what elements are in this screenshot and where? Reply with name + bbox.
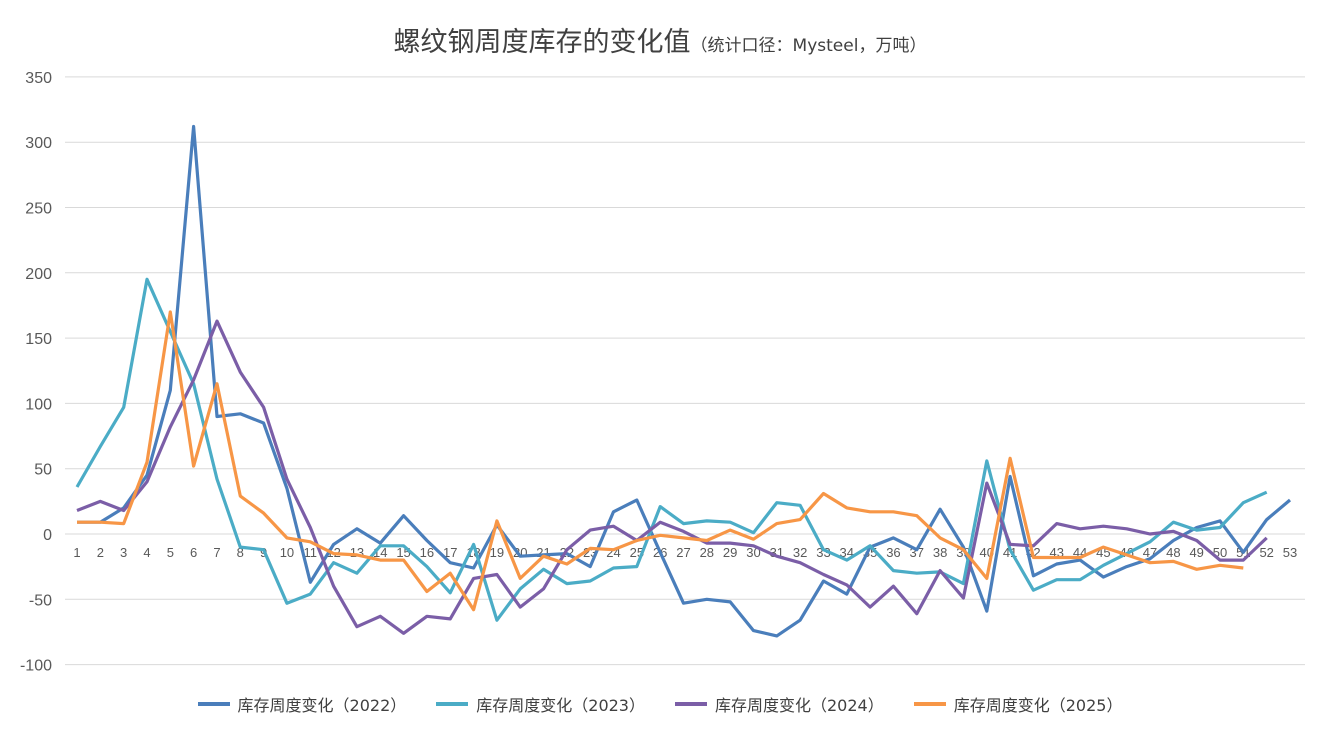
x-tick-label: 4 [143,545,150,560]
series-line-2025 [77,310,1244,612]
legend-label: 库存周度变化（2024） [715,696,884,715]
x-tick-label: 28 [700,545,714,560]
x-tick-label: 36 [886,545,900,560]
legend-label: 库存周度变化（2023） [476,696,645,715]
x-tick-label: 16 [420,545,434,560]
x-tick-label: 49 [1189,545,1203,560]
y-tick-label: 150 [25,331,52,348]
x-tick-label: 10 [280,545,294,560]
x-tick-label: 52 [1259,545,1273,560]
series-line-2022 [77,124,1292,638]
x-tick-label: 53 [1283,545,1297,560]
y-tick-label: 250 [25,201,52,218]
x-tick-label: 27 [676,545,690,560]
x-tick-label: 6 [190,545,197,560]
x-tick-label: 7 [213,545,220,560]
legend-swatch [436,702,469,706]
legend-swatch [913,702,946,706]
x-tick-label: 33 [816,545,830,560]
chart-subtitle: （统计口径：Mysteel，万吨） [690,36,927,56]
y-tick-label: 100 [25,396,52,413]
series-line-2023 [75,277,1268,622]
y-tick-label: 200 [25,266,52,283]
legend-swatch [197,702,230,706]
legend-item-2023[interactable]: 库存周度变化（2023） [436,692,645,716]
legend-swatch [675,702,707,706]
x-tick-label: 3 [120,545,127,560]
x-tick-label: 1 [73,545,80,560]
legend-item-2025[interactable]: 库存周度变化（2025） [913,692,1123,716]
legend-label: 库存周度变化（2025） [953,696,1123,715]
y-tick-label: 50 [34,462,52,479]
y-tick-label: -100 [20,658,52,675]
legend-item-2022[interactable]: 库存周度变化（2022） [197,692,407,716]
legend: 库存周度变化（2022） 库存周度变化（2023） 库存周度变化（2024） 库… [0,692,1320,716]
x-tick-label: 8 [237,545,244,560]
legend-item-2024[interactable]: 库存周度变化（2024） [675,692,884,716]
chart-title-main: 螺纹钢周度库存的变化值 [393,27,691,58]
y-tick-label: 350 [25,70,52,87]
x-tick-label: 38 [933,545,947,560]
x-tick-label: 17 [443,545,457,560]
x-tick-label: 5 [167,545,174,560]
legend-label: 库存周度变化（2022） [237,696,407,715]
y-tick-label: 300 [25,135,52,152]
x-tick-label: 2 [97,545,104,560]
x-tick-label: 13 [350,545,364,560]
x-tick-label: 48 [1166,545,1180,560]
y-tick-label: 0 [43,527,52,544]
series-line-2024 [76,319,1268,635]
x-tick-label: 29 [723,545,737,560]
chart-title: 螺纹钢周度库存的变化值（统计口径：Mysteel，万吨） [0,20,1320,59]
x-tick-label: 32 [793,545,807,560]
x-tick-label: 11 [304,545,318,560]
y-tick-label: -50 [29,592,52,609]
x-tick-label: 19 [490,545,504,560]
